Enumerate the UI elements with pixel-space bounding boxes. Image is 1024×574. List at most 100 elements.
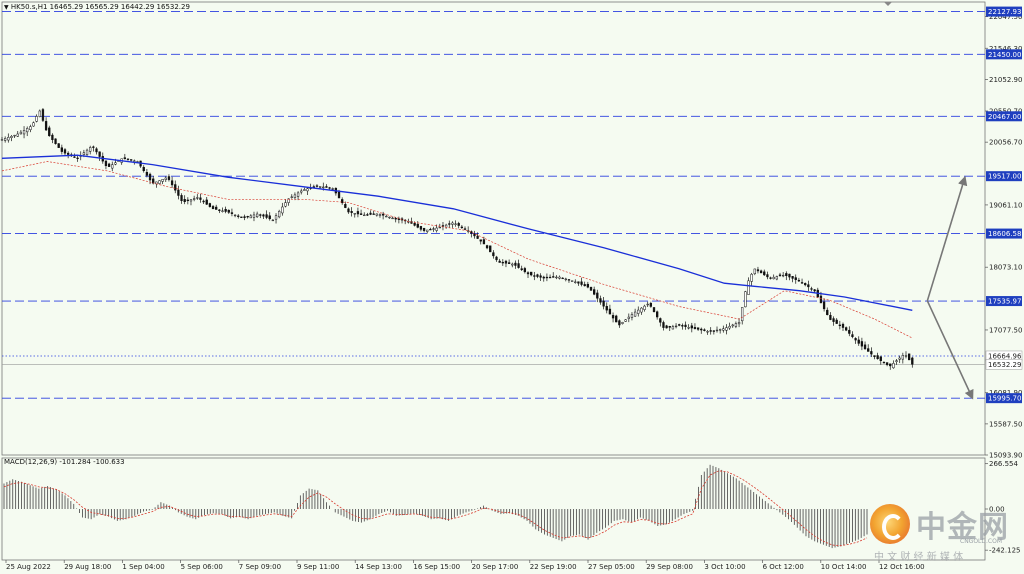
- dropdown-icon[interactable]: ▼: [4, 4, 9, 11]
- current-price-label: 16532.29: [988, 361, 1021, 369]
- candle-body: [728, 326, 731, 329]
- watermark-brand-en: CNGOLD.COM: [960, 538, 1003, 545]
- candle-body: [712, 330, 716, 332]
- candle-body: [630, 314, 634, 318]
- candle-body: [668, 326, 671, 328]
- x-tick-label: 1 Sep 04:00: [122, 563, 164, 571]
- candle-body: [196, 197, 199, 199]
- candle-body: [570, 280, 574, 282]
- candle-body: [240, 216, 243, 218]
- macd-label: MACD(12,26,9) -101.284 -100.633: [4, 458, 125, 466]
- candle-body: [98, 151, 101, 157]
- candle-body: [441, 225, 445, 227]
- candle-body: [514, 262, 517, 266]
- candle-body: [904, 355, 908, 357]
- candle-body: [158, 180, 161, 184]
- candle-body: [637, 309, 640, 314]
- candle-body: [274, 215, 278, 220]
- candle-body: [687, 327, 690, 329]
- x-tick-label: 12 Oct 16:00: [879, 563, 925, 571]
- candle-body: [911, 357, 914, 365]
- watermark: 中金网 CNGOLD.COM 中 文 财 经 新 媒 体: [866, 500, 1016, 566]
- candle-body: [186, 199, 189, 202]
- candle-body: [586, 283, 590, 288]
- candle-body: [32, 122, 35, 127]
- candle-body: [763, 271, 766, 276]
- candle-body: [259, 214, 262, 216]
- x-tick-label: 10 Oct 14:00: [821, 563, 867, 571]
- candle-body: [372, 213, 375, 215]
- candle-body: [504, 260, 508, 264]
- candle-body: [627, 316, 630, 319]
- symbol-line: HK50.s,H1 16465.29 16565.29 16442.29 165…: [10, 3, 190, 11]
- candle-body: [722, 328, 725, 331]
- candle-body: [48, 127, 51, 137]
- candle-body: [674, 325, 678, 328]
- candle-body: [397, 218, 401, 220]
- candle-body: [293, 194, 297, 198]
- candle-body: [303, 189, 306, 191]
- y-tick-label: 17077.50: [989, 326, 1022, 334]
- candle-body: [246, 216, 249, 218]
- candle-body: [457, 223, 460, 226]
- candle-body: [265, 214, 268, 218]
- candle-body: [662, 322, 665, 328]
- candle-body: [454, 223, 457, 225]
- candle-body: [885, 362, 889, 365]
- candle-body: [375, 213, 378, 216]
- candle-body: [838, 324, 841, 326]
- candle-body: [325, 186, 328, 188]
- candle-body: [879, 356, 882, 362]
- candle-body: [851, 334, 854, 338]
- candle-body: [331, 188, 334, 190]
- candle-body: [243, 216, 246, 218]
- candle-body: [844, 327, 848, 331]
- candle-body: [463, 228, 467, 230]
- candle-body: [693, 327, 697, 329]
- candle-body: [731, 324, 734, 327]
- candle-body: [419, 226, 423, 230]
- candle-body: [649, 303, 653, 307]
- candle-body: [180, 195, 183, 202]
- candle-body: [66, 152, 70, 155]
- candle-body: [0, 139, 4, 141]
- moving-average-fast-line: [1, 161, 913, 339]
- candle-body: [296, 192, 300, 197]
- level-tag-label: 17535.97: [988, 298, 1021, 306]
- y-tick-label: 19061.10: [989, 201, 1022, 209]
- candle-body: [599, 298, 602, 303]
- candle-body: [215, 206, 218, 210]
- candle-body: [356, 211, 360, 215]
- candle-body: [38, 110, 41, 117]
- candle-body: [854, 338, 857, 341]
- candle-body: [19, 131, 23, 135]
- projection-arrow: [926, 175, 968, 302]
- candle-body: [177, 189, 180, 196]
- candle-body: [517, 263, 520, 268]
- candle-body: [315, 185, 319, 187]
- candle-body: [539, 275, 542, 278]
- candle-body: [391, 217, 394, 220]
- level-tag: [986, 296, 1022, 307]
- candle-body: [189, 199, 193, 202]
- candle-body: [558, 276, 561, 279]
- candle-body: [237, 215, 240, 217]
- candle-body: [577, 281, 580, 284]
- candle-body: [451, 222, 454, 225]
- candle-body: [337, 191, 341, 199]
- candle-body: [753, 268, 756, 274]
- level-tag: [986, 171, 1022, 182]
- candle-body: [882, 361, 886, 364]
- candle-body: [322, 186, 325, 189]
- candle-body: [230, 212, 234, 214]
- cngold-logo-icon: [870, 504, 910, 544]
- candle-body: [511, 263, 514, 266]
- candle-body: [737, 322, 741, 325]
- candle-body: [857, 339, 860, 344]
- candle-body: [835, 319, 838, 324]
- candle-body: [145, 172, 149, 176]
- candle-body: [262, 214, 265, 217]
- candle-body: [656, 311, 659, 318]
